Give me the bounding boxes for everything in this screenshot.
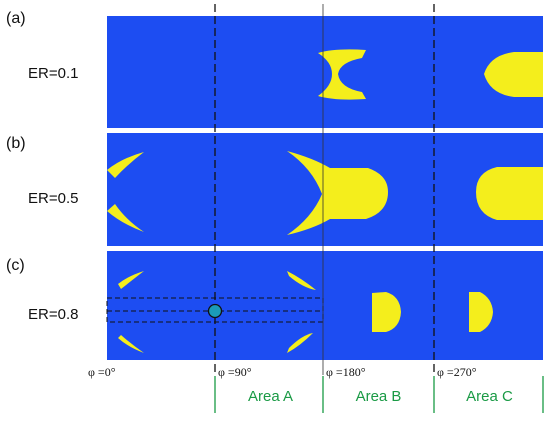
probe-marker (207, 303, 223, 319)
area-label-b: Area B (355, 388, 402, 405)
region-b-0-top (107, 152, 144, 178)
region-b-270 (476, 167, 543, 220)
er-label-b: ER=0.5 (28, 190, 79, 207)
region-c-90-bottom (287, 333, 313, 353)
region-c-90-top (287, 271, 316, 290)
panel-divider-2 (107, 246, 543, 251)
area-label-c: Area C (466, 388, 513, 405)
phase-label-180: φ =180° (326, 365, 366, 379)
phase-label-0: φ =0° (88, 365, 116, 379)
region-c-0-top (118, 271, 144, 289)
panel-divider-1 (107, 128, 543, 133)
panel-label-b: (b) (6, 135, 26, 152)
region-b-180 (287, 151, 388, 235)
panel-label-a: (a) (6, 10, 26, 27)
phase-label-270: φ =270° (437, 365, 477, 379)
region-c-0-bottom (118, 335, 144, 353)
phase-label-90: φ =90° (218, 365, 252, 379)
region-a-180 (318, 49, 366, 100)
area-label-a: Area A (247, 388, 294, 405)
region-c-270 (469, 292, 493, 332)
region-c-180 (372, 292, 401, 332)
region-a-270 (484, 52, 543, 97)
er-label-c: ER=0.8 (28, 306, 79, 323)
er-label-a: ER=0.1 (28, 65, 79, 82)
panel-label-c: (c) (6, 257, 25, 274)
region-b-0-bottom (107, 204, 144, 232)
